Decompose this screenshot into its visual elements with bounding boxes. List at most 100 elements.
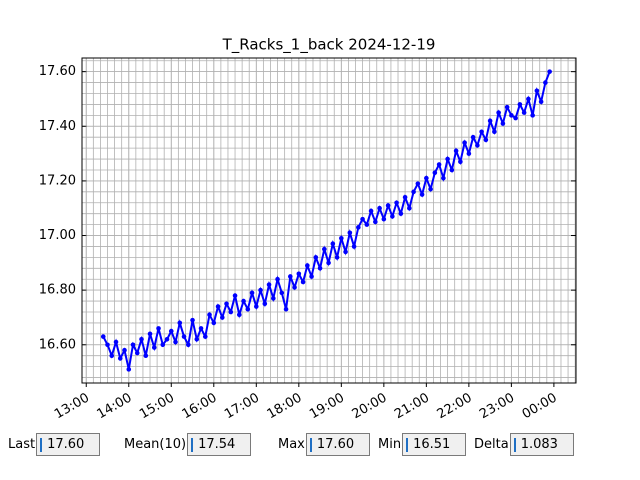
data-point: [258, 287, 263, 293]
data-point: [428, 186, 433, 192]
data-point: [356, 225, 361, 230]
data-point: [385, 203, 391, 208]
x-tick-label: 21:00: [392, 391, 432, 423]
data-point: [245, 306, 251, 312]
data-point: [436, 162, 442, 167]
data-point: [156, 326, 161, 331]
data-point: [351, 244, 357, 249]
y-tick-label: 17.40: [39, 119, 76, 134]
data-point: [202, 334, 208, 339]
x-tick-label: 18:00: [265, 391, 305, 423]
status-field: Max 17.60: [278, 432, 370, 456]
x-tick-label: 00:00: [520, 391, 560, 423]
data-point: [113, 339, 119, 345]
data-point: [449, 167, 455, 173]
data-point: [160, 342, 166, 348]
data-point: [109, 353, 115, 358]
data-point: [390, 214, 395, 219]
data-point: [492, 129, 497, 135]
status-field: Last 17.60: [8, 432, 101, 456]
data-point: [105, 342, 110, 348]
data-point: [394, 200, 399, 206]
data-point: [296, 271, 302, 277]
x-tick-label: 22:00: [435, 391, 475, 423]
x-tick-label: 14:00: [95, 391, 135, 423]
data-point: [219, 315, 225, 320]
data-point: [143, 353, 149, 358]
data-point: [496, 110, 501, 115]
data-point: [317, 265, 323, 271]
data-point: [207, 312, 212, 318]
data-point: [292, 285, 297, 290]
data-point: [343, 249, 348, 255]
data-point: [275, 276, 280, 282]
data-point: [330, 241, 336, 247]
status-value[interactable]: 16.51: [402, 432, 467, 456]
data-point: [249, 290, 255, 296]
data-point: [377, 205, 382, 211]
status-label: Mean(10): [124, 436, 187, 452]
data-point: [164, 337, 170, 342]
plot-frame: [81, 57, 577, 384]
data-point: [228, 309, 234, 315]
status-value[interactable]: 1.083: [509, 432, 574, 456]
data-point: [453, 148, 459, 154]
data-point: [126, 367, 132, 372]
data-point: [241, 298, 246, 304]
status-value[interactable]: 17.60: [36, 432, 101, 456]
data-point: [504, 104, 510, 110]
chart: T_Racks_1_back 2024-12-19 16.60 16.80 17.0…: [39, 36, 577, 423]
data-point: [266, 282, 272, 287]
data-point: [445, 156, 450, 162]
data-point: [173, 339, 178, 345]
status-field: Delta 1.083: [474, 432, 574, 456]
data-point: [236, 312, 242, 318]
data-point: [147, 331, 153, 337]
data-point: [470, 134, 476, 140]
data-point: [177, 320, 183, 326]
data-point: [415, 181, 421, 186]
data-point: [339, 235, 344, 241]
y-tick-label: 17.20: [39, 173, 76, 188]
data-point: [215, 304, 221, 309]
data-point: [509, 113, 514, 118]
status-value[interactable]: 17.54: [187, 432, 252, 456]
data-point: [530, 113, 535, 118]
x-tick-label: 17:00: [222, 391, 262, 423]
data-point: [373, 219, 378, 225]
data-point: [360, 216, 365, 222]
data-point: [398, 211, 404, 216]
data-point: [419, 192, 425, 197]
data-point: [211, 320, 217, 326]
data-point: [407, 205, 412, 211]
data-line: [102, 71, 551, 370]
status-field: Min 16.51: [378, 432, 467, 456]
data-point: [479, 129, 484, 135]
data-point: [402, 194, 408, 200]
data-point: [322, 246, 327, 252]
status-value[interactable]: 17.60: [305, 432, 370, 456]
data-point: [462, 140, 467, 145]
data-point: [134, 350, 140, 356]
data-point: [254, 304, 259, 309]
data-point: [288, 274, 293, 279]
data-point: [130, 342, 136, 348]
data-point: [168, 328, 174, 334]
x-tick-label: 13:00: [52, 391, 92, 423]
data-point: [232, 293, 238, 298]
chart-title: T_Racks_1_back 2024-12-19: [222, 36, 436, 55]
y-tick-label: 17.00: [39, 228, 76, 243]
data-point: [313, 255, 319, 260]
data-point: [139, 337, 144, 342]
data-point: [300, 279, 306, 285]
data-point: [483, 137, 489, 143]
data-point: [411, 189, 416, 195]
data-point: [547, 69, 552, 74]
data-point: [466, 151, 472, 156]
data-point: [534, 88, 540, 94]
data-point: [309, 274, 314, 279]
status-label: Min: [378, 436, 402, 452]
y-tick-label: 16.60: [39, 337, 76, 352]
data-point: [475, 143, 480, 148]
